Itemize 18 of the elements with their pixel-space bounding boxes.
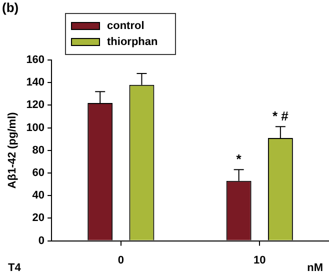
y-tick-label: 40 — [32, 190, 45, 202]
legend-label: control — [107, 20, 144, 32]
chart-title: (b) — [2, 0, 19, 16]
annotation: * # — [272, 108, 290, 124]
annotation: * — [236, 152, 242, 167]
legend-label: thiorphan — [107, 36, 158, 48]
y-tick-label: 20 — [32, 212, 45, 224]
y-tick-label: 60 — [32, 167, 45, 180]
x-tick-label: 10 — [254, 254, 266, 266]
y-axis-title: Aβ1-42 (pg/ml) — [6, 112, 19, 189]
y-tick-label: 140 — [26, 76, 45, 89]
y-tick-label: 100 — [26, 122, 45, 134]
text: nM — [307, 262, 323, 274]
y-tick-label: 160 — [26, 54, 45, 66]
y-tick-label: 120 — [26, 99, 45, 112]
y-tick-label: 0 — [38, 234, 45, 247]
text: T4 — [8, 262, 22, 274]
y-tick-label: 80 — [32, 144, 45, 156]
